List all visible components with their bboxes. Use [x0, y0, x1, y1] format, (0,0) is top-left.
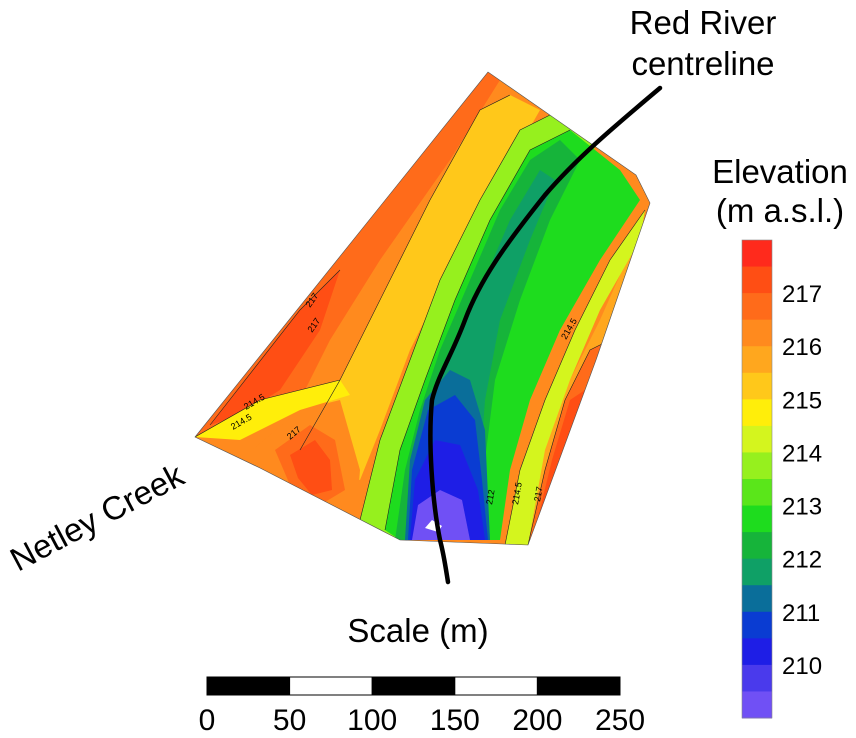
legend-band: [742, 319, 772, 347]
legend-tick-label: 215: [782, 387, 822, 414]
legend-color-bar: [741, 239, 773, 719]
contour-label: 212: [484, 489, 496, 506]
legend-tick-label: 217: [782, 281, 822, 308]
legend-band: [742, 240, 772, 268]
survey-area: [195, 72, 650, 545]
legend-band: [742, 505, 772, 533]
scale-tick-label: 150: [430, 704, 480, 737]
legend-band: [742, 691, 772, 719]
legend-tick-label: 210: [782, 653, 822, 680]
scale-segment: [371, 676, 456, 696]
legend-band: [742, 346, 772, 374]
legend-title: Elevation: [712, 153, 848, 190]
contour-label: 217: [532, 486, 544, 503]
legend-band: [742, 425, 772, 453]
contour-label: 214.5: [510, 481, 524, 505]
legend-tick-label: 211: [782, 600, 820, 627]
scale-segment: [454, 676, 538, 696]
river-centreline: [428, 85, 663, 585]
legend-band: [742, 266, 772, 294]
scale-title: Scale (m): [347, 612, 488, 649]
scale-tick-label: 0: [199, 704, 216, 737]
legend-band: [742, 532, 772, 560]
scale-tick-label: 250: [595, 704, 645, 737]
legend-tick-label: 213: [782, 494, 822, 521]
scale-segment: [536, 676, 621, 696]
legend-band: [742, 585, 772, 613]
creek-label: Netley Creek: [4, 456, 190, 578]
legend-frame: [741, 239, 773, 719]
scale-tick-label: 50: [273, 704, 306, 737]
river-label: centreline: [631, 45, 774, 82]
legend-band: [742, 452, 772, 480]
legend-tick-label: 216: [782, 334, 822, 361]
legend-ticks: 217 216 215 214 213 212 211 210: [782, 281, 822, 680]
legend-band: [742, 558, 772, 586]
legend-tick-label: 214: [782, 440, 822, 467]
legend-band: [742, 611, 772, 639]
scale-bar: Scale (m) 0 50 100 150 200 250: [199, 612, 645, 737]
scale-tick-label: 200: [512, 704, 562, 737]
legend: Elevation (m a.s.l.) 2172162152142132122…: [712, 153, 848, 719]
legend-band: [742, 399, 772, 427]
legend-band: [742, 479, 772, 507]
scale-tick-label: 100: [347, 704, 397, 737]
river-label: Red River: [630, 4, 777, 41]
legend-title: (m a.s.l.): [716, 192, 844, 229]
legend-band: [742, 638, 772, 666]
scale-segment: [206, 676, 291, 696]
survey-boundary: [194, 71, 651, 546]
legend-tick-label: 212: [782, 547, 822, 574]
legend-band: [742, 372, 772, 400]
legend-band: [742, 664, 772, 692]
legend-band: [742, 293, 772, 321]
scale-segment: [289, 676, 373, 696]
contour-lines: [195, 94, 646, 545]
